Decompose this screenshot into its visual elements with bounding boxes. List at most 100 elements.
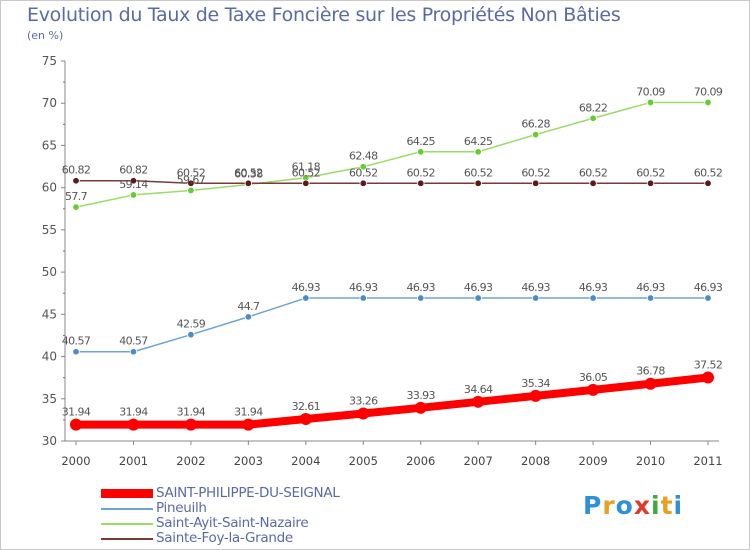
data-label: 46.93 xyxy=(349,281,378,294)
data-point xyxy=(529,389,542,402)
data-label: 31.94 xyxy=(177,406,206,419)
data-point xyxy=(242,418,255,431)
data-point xyxy=(589,114,597,122)
proxiti-logo: Proxiti xyxy=(583,491,683,520)
y-tick-label: 65 xyxy=(42,138,57,152)
logo-letter: i xyxy=(651,491,661,520)
data-label: 60.52 xyxy=(579,166,608,179)
data-label: 36.78 xyxy=(636,365,665,378)
data-label: 68.22 xyxy=(579,101,608,114)
y-tick-label: 60 xyxy=(42,181,57,195)
data-label: 40.57 xyxy=(62,335,91,348)
x-tick-label: 2002 xyxy=(176,454,205,468)
data-label: 64.25 xyxy=(464,135,493,148)
data-label: 31.94 xyxy=(119,406,148,419)
data-label: 44.7 xyxy=(237,300,260,313)
data-label: 42.59 xyxy=(177,318,206,331)
data-point xyxy=(357,407,370,420)
x-tick-label: 2004 xyxy=(291,454,320,468)
x-tick-label: 2006 xyxy=(406,454,435,468)
data-label: 60.38 xyxy=(234,167,263,180)
data-label: 60.52 xyxy=(694,166,723,179)
data-point xyxy=(184,418,197,431)
data-point xyxy=(702,371,714,384)
data-point xyxy=(244,313,253,321)
data-point xyxy=(70,418,82,431)
data-label: 33.93 xyxy=(406,389,435,402)
data-label: 59.67 xyxy=(177,173,206,186)
data-label: 66.28 xyxy=(521,118,550,131)
legend-swatch xyxy=(101,489,153,498)
y-tick-label: 55 xyxy=(42,223,57,237)
data-point xyxy=(72,348,80,356)
legend-swatch xyxy=(101,523,153,525)
data-point xyxy=(531,179,540,187)
x-tick-label: 2009 xyxy=(578,454,607,468)
y-tick-label: 50 xyxy=(42,265,57,279)
y-tick-label: 75 xyxy=(42,54,57,68)
data-point xyxy=(417,179,425,187)
data-point xyxy=(127,418,140,431)
data-point xyxy=(531,294,540,302)
data-point xyxy=(129,191,138,199)
data-label: 40.57 xyxy=(119,335,148,348)
x-tick-label: 2000 xyxy=(61,454,90,468)
data-point xyxy=(587,383,600,396)
series-line xyxy=(75,179,709,185)
x-tick-label: 2001 xyxy=(119,454,148,468)
data-label: 60.52 xyxy=(464,166,493,179)
data-point xyxy=(417,148,425,156)
x-tick-label: 2010 xyxy=(636,454,665,468)
y-tick-label: 40 xyxy=(42,350,57,364)
data-point xyxy=(646,294,655,302)
data-label: 46.93 xyxy=(579,281,608,294)
data-point xyxy=(244,179,253,187)
data-label: 32.61 xyxy=(292,400,321,413)
x-tick-label: 2005 xyxy=(349,454,378,468)
data-label: 59.14 xyxy=(119,178,148,191)
data-point xyxy=(72,203,80,211)
data-label: 33.26 xyxy=(349,394,378,407)
data-point xyxy=(704,294,712,302)
data-label: 62.48 xyxy=(349,150,378,163)
data-point xyxy=(187,179,195,187)
legend-swatch xyxy=(101,538,153,540)
data-point xyxy=(474,294,482,302)
data-point xyxy=(359,294,367,302)
data-point xyxy=(644,377,657,390)
data-label: 60.82 xyxy=(119,164,148,177)
data-point xyxy=(704,179,712,187)
data-label: 70.09 xyxy=(694,85,723,98)
data-point xyxy=(646,179,655,187)
data-point xyxy=(646,98,655,107)
data-label: 60.52 xyxy=(177,166,206,179)
data-point xyxy=(187,330,195,339)
data-label: 35.34 xyxy=(521,377,550,390)
data-label: 70.09 xyxy=(636,85,665,98)
logo-letter: r xyxy=(602,491,616,520)
data-label: 60.82 xyxy=(62,164,91,177)
data-label: 60.52 xyxy=(349,166,378,179)
data-label: 57.7 xyxy=(65,190,88,203)
data-label: 37.52 xyxy=(694,358,723,371)
x-tick-label: 2003 xyxy=(234,454,263,468)
data-label: 46.93 xyxy=(292,281,321,294)
data-point xyxy=(129,177,138,185)
legend-label: SAINT-PHILIPPE-DU-SEIGNAL xyxy=(156,485,340,501)
data-point xyxy=(187,186,195,195)
logo-letter: x xyxy=(633,491,651,520)
data-label: 31.94 xyxy=(62,406,91,419)
data-label: 31.94 xyxy=(234,406,263,419)
x-tick-label: 2011 xyxy=(693,454,722,468)
data-point xyxy=(359,179,367,187)
data-label: 46.93 xyxy=(406,281,435,294)
data-label: 60.52 xyxy=(292,166,321,179)
data-point xyxy=(472,395,485,408)
data-label: 60.52 xyxy=(521,166,550,179)
data-label: 34.64 xyxy=(464,383,493,396)
y-tick-label: 35 xyxy=(42,392,57,406)
x-tick-label: 2008 xyxy=(521,454,550,468)
data-label: 61.18 xyxy=(292,161,321,174)
data-point xyxy=(299,412,312,425)
